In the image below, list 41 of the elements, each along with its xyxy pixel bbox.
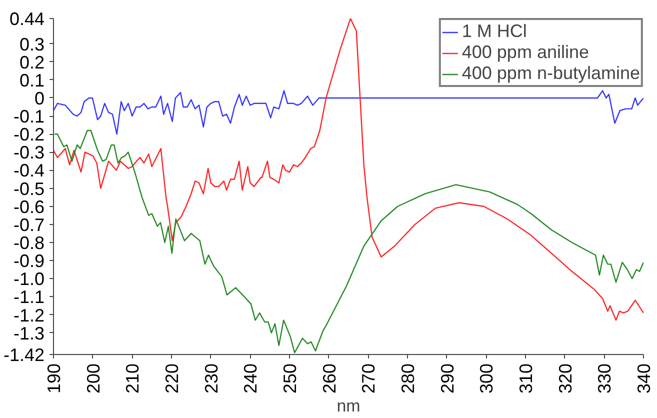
x-tick-label: 270 [358,363,379,394]
y-tick-label: -0.5 [13,178,45,199]
legend-label: 400 ppm aniline [462,42,589,63]
x-tick-label: 280 [398,363,418,394]
x-tick-label: 210 [122,363,143,394]
x-tick-label: 320 [555,363,576,394]
line-series [54,18,644,321]
legend-label: 1 M HCl [462,21,527,42]
x-tick-label: 330 [594,363,615,394]
x-tick-label: 310 [516,363,536,394]
y-tick-label: -1.1 [13,287,45,308]
y-tick-label: -1.2 [13,305,45,326]
y-tick-label: 0.2 [19,52,45,72]
y-tick-label: 0 [34,88,45,108]
x-tick-label: 240 [240,363,261,394]
y-tick-label: -0.1 [13,106,45,127]
y-tick-label: 0.3 [19,34,45,54]
y-tick-label: -0.2 [13,124,45,145]
x-tick-label: 260 [319,363,340,394]
line-series [54,90,644,135]
y-tick-label: -1.42 [3,345,45,365]
y-tick-label: -1.0 [13,269,45,290]
legend-label: 400 ppm n-butylamine [462,63,640,84]
y-tick-label: -0.9 [13,251,45,272]
x-tick-label: 230 [201,363,222,394]
x-tick-label: 200 [83,363,104,394]
y-tick-label: -0.8 [13,233,45,253]
x-axis-title: nm [336,396,360,416]
x-tick-label: 190 [44,363,64,394]
x-tick-label: 300 [476,363,497,394]
y-tick-label: -0.4 [13,160,45,181]
y-tick-label: -0.3 [13,142,45,163]
y-tick-label: -0.6 [13,196,45,217]
x-tick-label: 250 [280,363,300,394]
y-tick-label: -1.3 [13,323,45,344]
x-tick-label: 290 [437,363,458,394]
y-tick-label: 0.1 [19,70,45,90]
x-tick-label: 220 [162,363,182,394]
y-tick-label: -0.7 [13,214,45,235]
y-tick-label: 0.44 [9,9,45,29]
x-tick-label: 340 [634,363,654,394]
